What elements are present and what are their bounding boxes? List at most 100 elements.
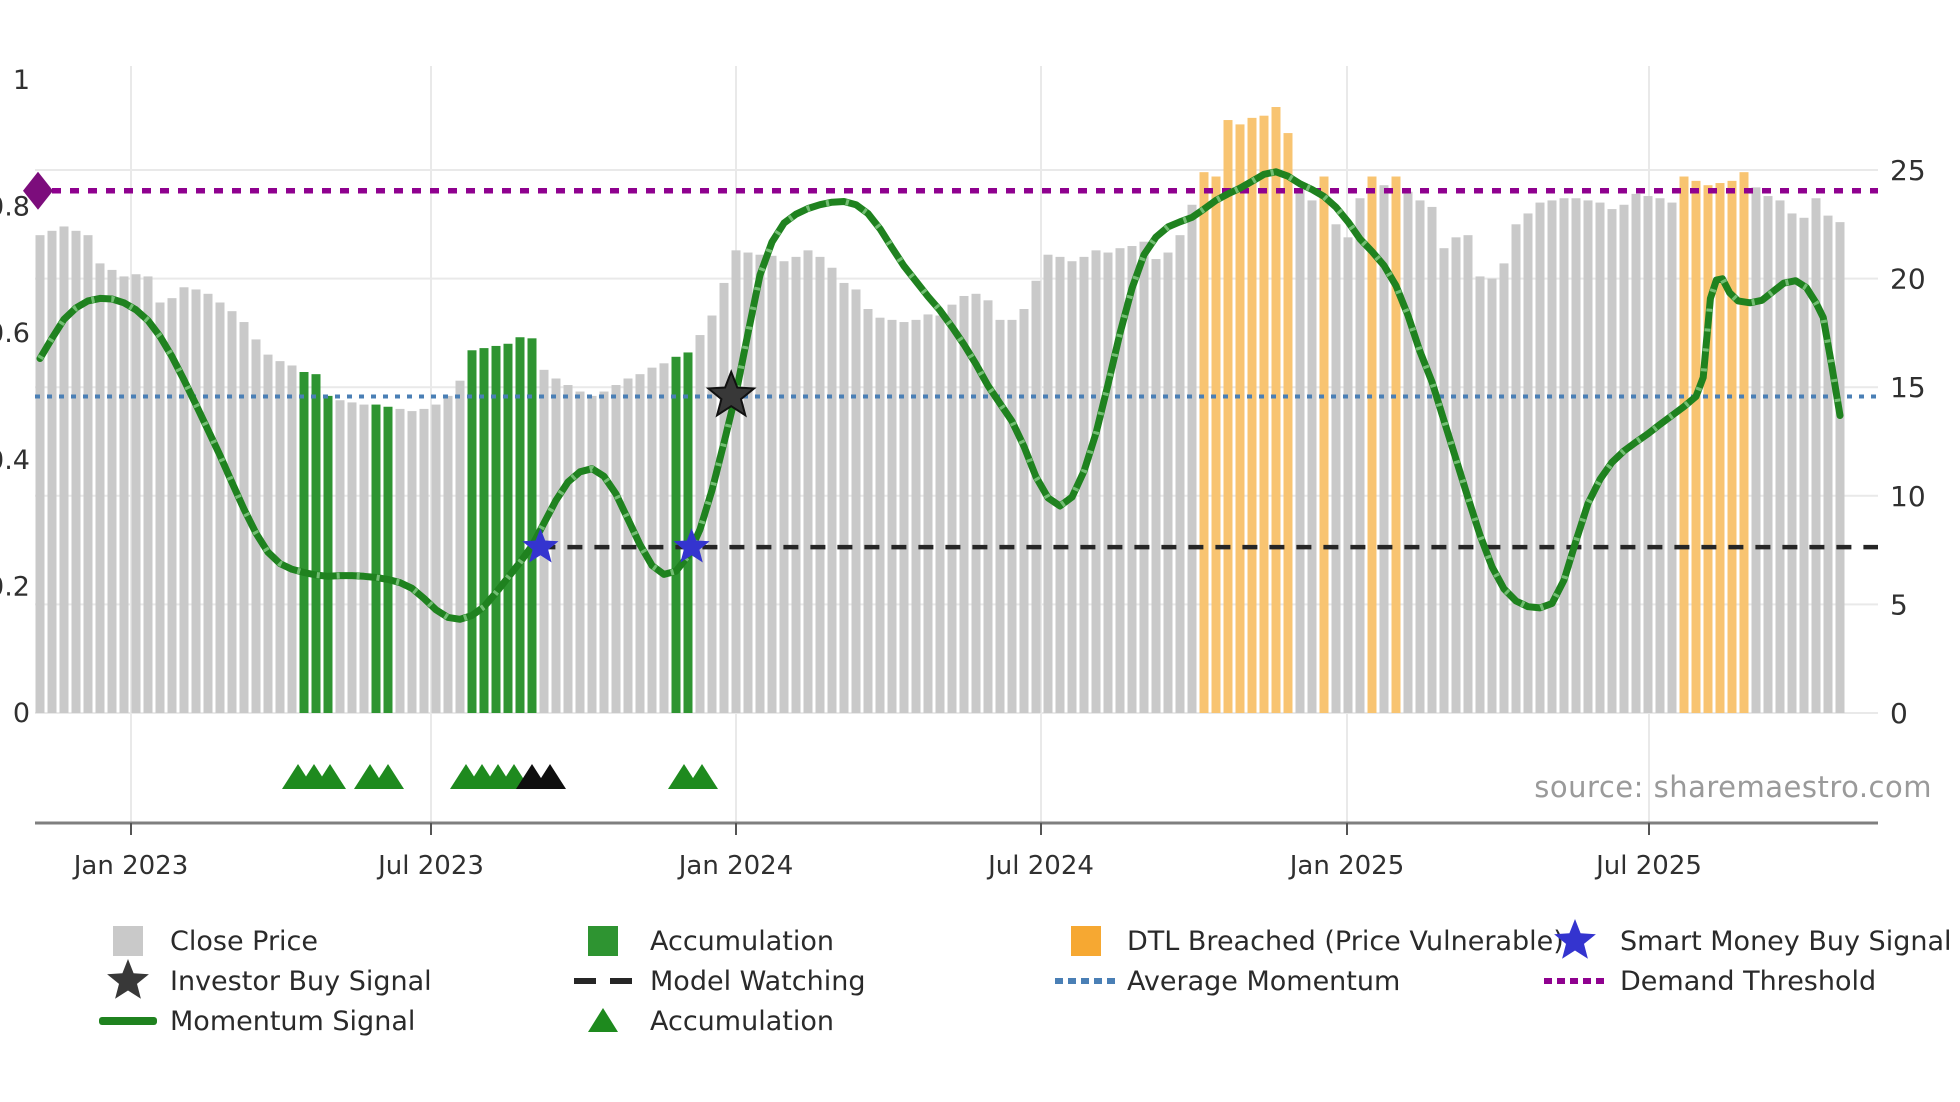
close-price-bar — [1079, 256, 1089, 713]
legend-label: Close Price — [170, 926, 318, 957]
close-price-bar — [1595, 202, 1605, 713]
dtl-breached-bar — [1727, 180, 1737, 714]
close-price-bar — [1067, 261, 1077, 713]
close-price-bar — [875, 317, 885, 713]
left-axis-tick-label: 0.6 — [0, 318, 30, 349]
accumulation-bar — [515, 337, 525, 713]
legend-swatch-dot — [1068, 978, 1076, 984]
dtl-breached-bar — [1199, 172, 1209, 713]
close-price-bar — [1547, 200, 1557, 713]
legend-label: Average Momentum — [1127, 966, 1400, 997]
close-price-bar — [1031, 280, 1041, 713]
dtl-breached-bar — [1715, 183, 1725, 714]
dtl-breached-bar — [1691, 180, 1701, 714]
legend-label: Momentum Signal — [170, 1006, 415, 1037]
legend-label: Smart Money Buy Signal — [1620, 926, 1952, 957]
close-price-bar — [707, 315, 717, 713]
accumulation-bar — [683, 352, 693, 713]
close-price-bar — [1331, 224, 1341, 714]
close-price-bar — [287, 365, 297, 713]
close-price-bar — [1631, 193, 1641, 714]
accumulation-bar — [503, 343, 513, 713]
close-price-bar — [443, 395, 453, 713]
right-axis-tick-label: 20 — [1890, 263, 1926, 296]
x-tick-label: Jan 2025 — [1288, 851, 1405, 881]
close-price-bar — [143, 276, 153, 713]
buy-triangle-marker — [534, 764, 566, 789]
accumulation-bar — [299, 371, 309, 713]
close-price-bar — [455, 380, 465, 713]
close-price-bar — [1535, 202, 1545, 713]
close-price-bar — [971, 293, 981, 713]
legend-item: Smart Money Buy Signal — [1554, 919, 1952, 959]
accumulation-bar — [527, 338, 537, 713]
x-tick-label: Jul 2025 — [1594, 851, 1702, 881]
close-price-bar — [407, 411, 417, 713]
close-price-bar — [1091, 250, 1101, 713]
close-price-bar — [395, 408, 405, 713]
close-price-bar — [1127, 246, 1137, 713]
close-price-bar — [227, 311, 237, 713]
close-price-bar — [827, 267, 837, 713]
dtl-breached-bar — [1679, 176, 1689, 714]
legend-label: Demand Threshold — [1620, 966, 1876, 997]
close-price-bar — [719, 282, 729, 713]
close-price-bar — [1151, 259, 1161, 713]
close-price-bar — [263, 354, 273, 713]
close-price-bar — [1103, 252, 1113, 713]
close-price-bar — [203, 293, 213, 713]
dtl-breached-bar — [1319, 176, 1329, 714]
dtl-breached-bar — [1703, 185, 1713, 714]
left-axis-tick-label: 0.4 — [0, 445, 30, 476]
close-price-bar — [83, 235, 93, 713]
close-price-bar — [1511, 224, 1521, 714]
close-price-bar — [71, 230, 81, 714]
accumulation-triangle-marker — [314, 764, 346, 789]
close-price-bar — [1043, 254, 1053, 713]
close-price-bar — [275, 361, 285, 713]
left-axis-tick-label: 0.2 — [0, 571, 30, 602]
close-price-bar — [1499, 263, 1509, 713]
dtl-breached-bar — [1271, 107, 1281, 713]
source-credit: source: sharemaestro.com — [1534, 770, 1932, 804]
close-price-bar — [1355, 198, 1365, 714]
legend-item: Accumulation — [588, 1006, 834, 1037]
left-axis-tick-label: 1 — [13, 65, 30, 96]
accumulation-triangle-marker — [686, 764, 718, 789]
close-price-bar — [1619, 204, 1629, 713]
accumulation-bar — [671, 356, 681, 713]
close-price-bar — [647, 367, 657, 713]
left-axis-tick-label: 0.8 — [0, 192, 30, 223]
close-price-bar — [47, 230, 57, 714]
close-price-bar — [215, 302, 225, 713]
dtl-breached-bar — [1283, 133, 1293, 714]
legend-swatch-dot — [1570, 978, 1578, 984]
legend-swatch-dot — [1055, 978, 1063, 984]
close-price-bar — [1115, 248, 1125, 713]
legend-swatch-square — [1071, 926, 1101, 956]
close-price-bar — [959, 295, 969, 713]
demand-threshold-diamond-marker — [23, 171, 53, 210]
legend-label: Accumulation — [650, 1006, 834, 1037]
legend-item: Accumulation — [588, 926, 834, 957]
close-price-bar — [815, 256, 825, 713]
legend-label: DTL Breached (Price Vulnerable) — [1127, 926, 1564, 957]
close-price-bar — [1163, 252, 1173, 713]
legend-item: Close Price — [113, 926, 318, 957]
close-price-bar — [983, 300, 993, 713]
close-price-bar — [1571, 198, 1581, 714]
momentum-signal-line — [36, 168, 1844, 623]
close-price-bar — [1427, 206, 1437, 713]
left-axis-tick-label: 0 — [13, 698, 30, 729]
investor-buy-signal-star — [705, 369, 757, 418]
right-axis-tick-label: 25 — [1890, 154, 1926, 187]
dtl-breached-bar — [1223, 120, 1233, 713]
close-price-bar — [575, 391, 585, 713]
close-price-bar — [599, 391, 609, 713]
close-price-bar — [335, 400, 345, 713]
legend-swatch-star — [1554, 919, 1596, 959]
accumulation-bar — [491, 345, 501, 713]
legend-swatch-dot — [1596, 978, 1604, 984]
close-price-bar — [1019, 309, 1029, 713]
